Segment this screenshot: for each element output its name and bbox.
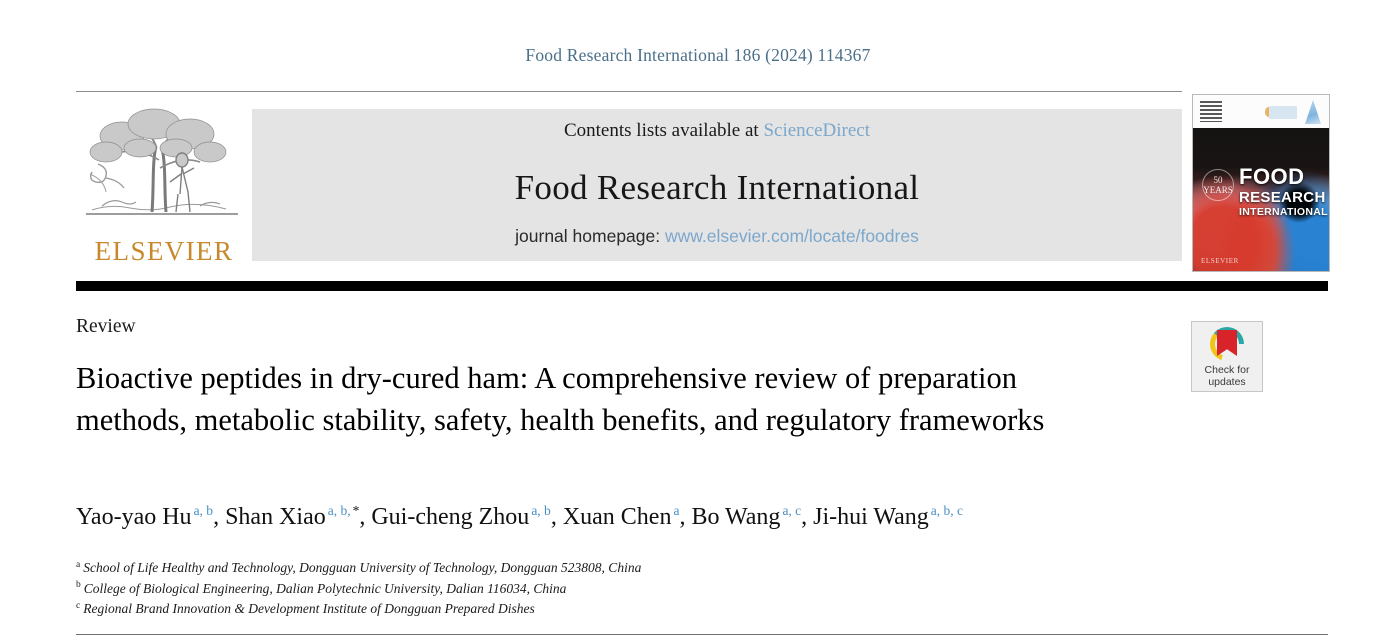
author-separator: ,: [550, 504, 563, 530]
author-name: Xuan Chen: [562, 504, 672, 530]
author-separator: ,: [359, 504, 372, 530]
journal-banner-panel: Contents lists available at ScienceDirec…: [252, 109, 1182, 261]
affiliation-text: College of Biological Engineering, Dalia…: [83, 580, 567, 596]
author-affiliation-marks: a, b: [193, 503, 214, 518]
cover-ift-emblem-icon: [1265, 107, 1272, 117]
contents-prefix: Contents lists available at: [563, 120, 764, 141]
author-affiliation-marks: a, b: [531, 503, 551, 518]
author-affiliation-marks: a, b, c: [930, 503, 964, 518]
sciencedirect-link[interactable]: ScienceDirect: [763, 120, 871, 141]
cover-title-line3: INTERNATIONAL: [1239, 206, 1328, 218]
corresponding-author-marker: *: [352, 503, 360, 518]
article-title: Bioactive peptides in dry-cured ham: A c…: [76, 361, 1045, 437]
cover-title: FOOD RESEARCH INTERNATIONAL: [1239, 164, 1328, 218]
author-name: Ji-hui Wang: [813, 504, 929, 530]
crossmark-label-line2: updates: [1208, 376, 1246, 388]
footer-divider: [76, 634, 1328, 635]
homepage-prefix: journal homepage:: [515, 226, 665, 246]
cover-title-line1: FOOD: [1239, 164, 1305, 189]
running-head: Food Research International 186 (2024) 1…: [525, 45, 871, 65]
cover-publisher-footer: ELSEVIER: [1201, 257, 1239, 265]
affiliation-item: a School of Life Healthy and Technology, …: [76, 558, 1076, 579]
elsevier-tree-icon: [82, 102, 242, 230]
journal-cover-thumbnail[interactable]: 50 YEARS FOOD RESEARCH INTERNATIONAL ELS…: [1192, 94, 1330, 272]
journal-homepage-line: journal homepage: www.elsevier.com/locat…: [252, 226, 1182, 247]
author-affiliation-marks: a: [673, 503, 680, 518]
author-list: Yao-yao Hu a, b, Shan Xiao a, b, *, Gui-che…: [76, 504, 1186, 531]
affiliation-mark: a: [76, 559, 81, 570]
elsevier-wordmark: ELSEVIER: [94, 236, 234, 266]
header-divider-top: [76, 91, 1182, 92]
affiliation-text: School of Life Healthy and Technology, D…: [83, 560, 642, 575]
elsevier-logo: ELSEVIER: [76, 100, 252, 272]
affiliation-mark: b: [76, 580, 81, 590]
crossmark-check-for-updates-badge[interactable]: Check for updates: [1191, 321, 1263, 392]
author-name: Shan Xiao: [225, 504, 326, 530]
journal-banner: ELSEVIER Contents lists available at Sci…: [76, 97, 1182, 273]
affiliation-text: Regional Brand Innovation & Development …: [83, 601, 535, 616]
author-separator: ,: [801, 504, 814, 530]
author-name: Gui-cheng Zhou: [371, 504, 530, 530]
cover-title-line2: RESEARCH: [1239, 189, 1326, 206]
cover-iufost-logo-icon: [1305, 100, 1321, 124]
cover-ift-logo-icon: [1269, 106, 1297, 119]
affiliation-item: b College of Biological Engineering, Dali…: [76, 579, 1076, 600]
author-name: Yao-yao Hu: [76, 504, 192, 530]
journal-homepage-link[interactable]: www.elsevier.com/locate/foodres: [664, 226, 919, 246]
crossmark-label: Check for updates: [1192, 364, 1262, 388]
author-separator: ,: [679, 504, 692, 530]
author-affiliation-marks: a, b,: [327, 503, 351, 518]
section-divider-thick: [76, 281, 1328, 291]
crossmark-bookmark-icon: [1217, 330, 1237, 356]
journal-title: Food Research International: [514, 168, 920, 207]
crossmark-label-line1: Check for: [1204, 364, 1250, 376]
cover-photo: 50 YEARS FOOD RESEARCH INTERNATIONAL ELS…: [1193, 128, 1329, 271]
cover-elsevier-icon: [1200, 101, 1222, 122]
author-affiliation-marks: a, c: [782, 503, 802, 518]
contents-line: Contents lists available at ScienceDirec…: [252, 120, 1182, 142]
affiliation-item: c Regional Brand Innovation & Development…: [76, 599, 1076, 620]
affiliation-list: a School of Life Healthy and Technology, …: [76, 558, 1076, 620]
author-name: Bo Wang: [691, 504, 781, 530]
cover-anniversary-badge: 50 YEARS: [1202, 169, 1234, 201]
affiliation-mark: c: [76, 600, 81, 611]
cover-top-strip: [1193, 95, 1329, 128]
article-type-label: Review: [76, 316, 136, 337]
author-separator: ,: [213, 504, 226, 530]
